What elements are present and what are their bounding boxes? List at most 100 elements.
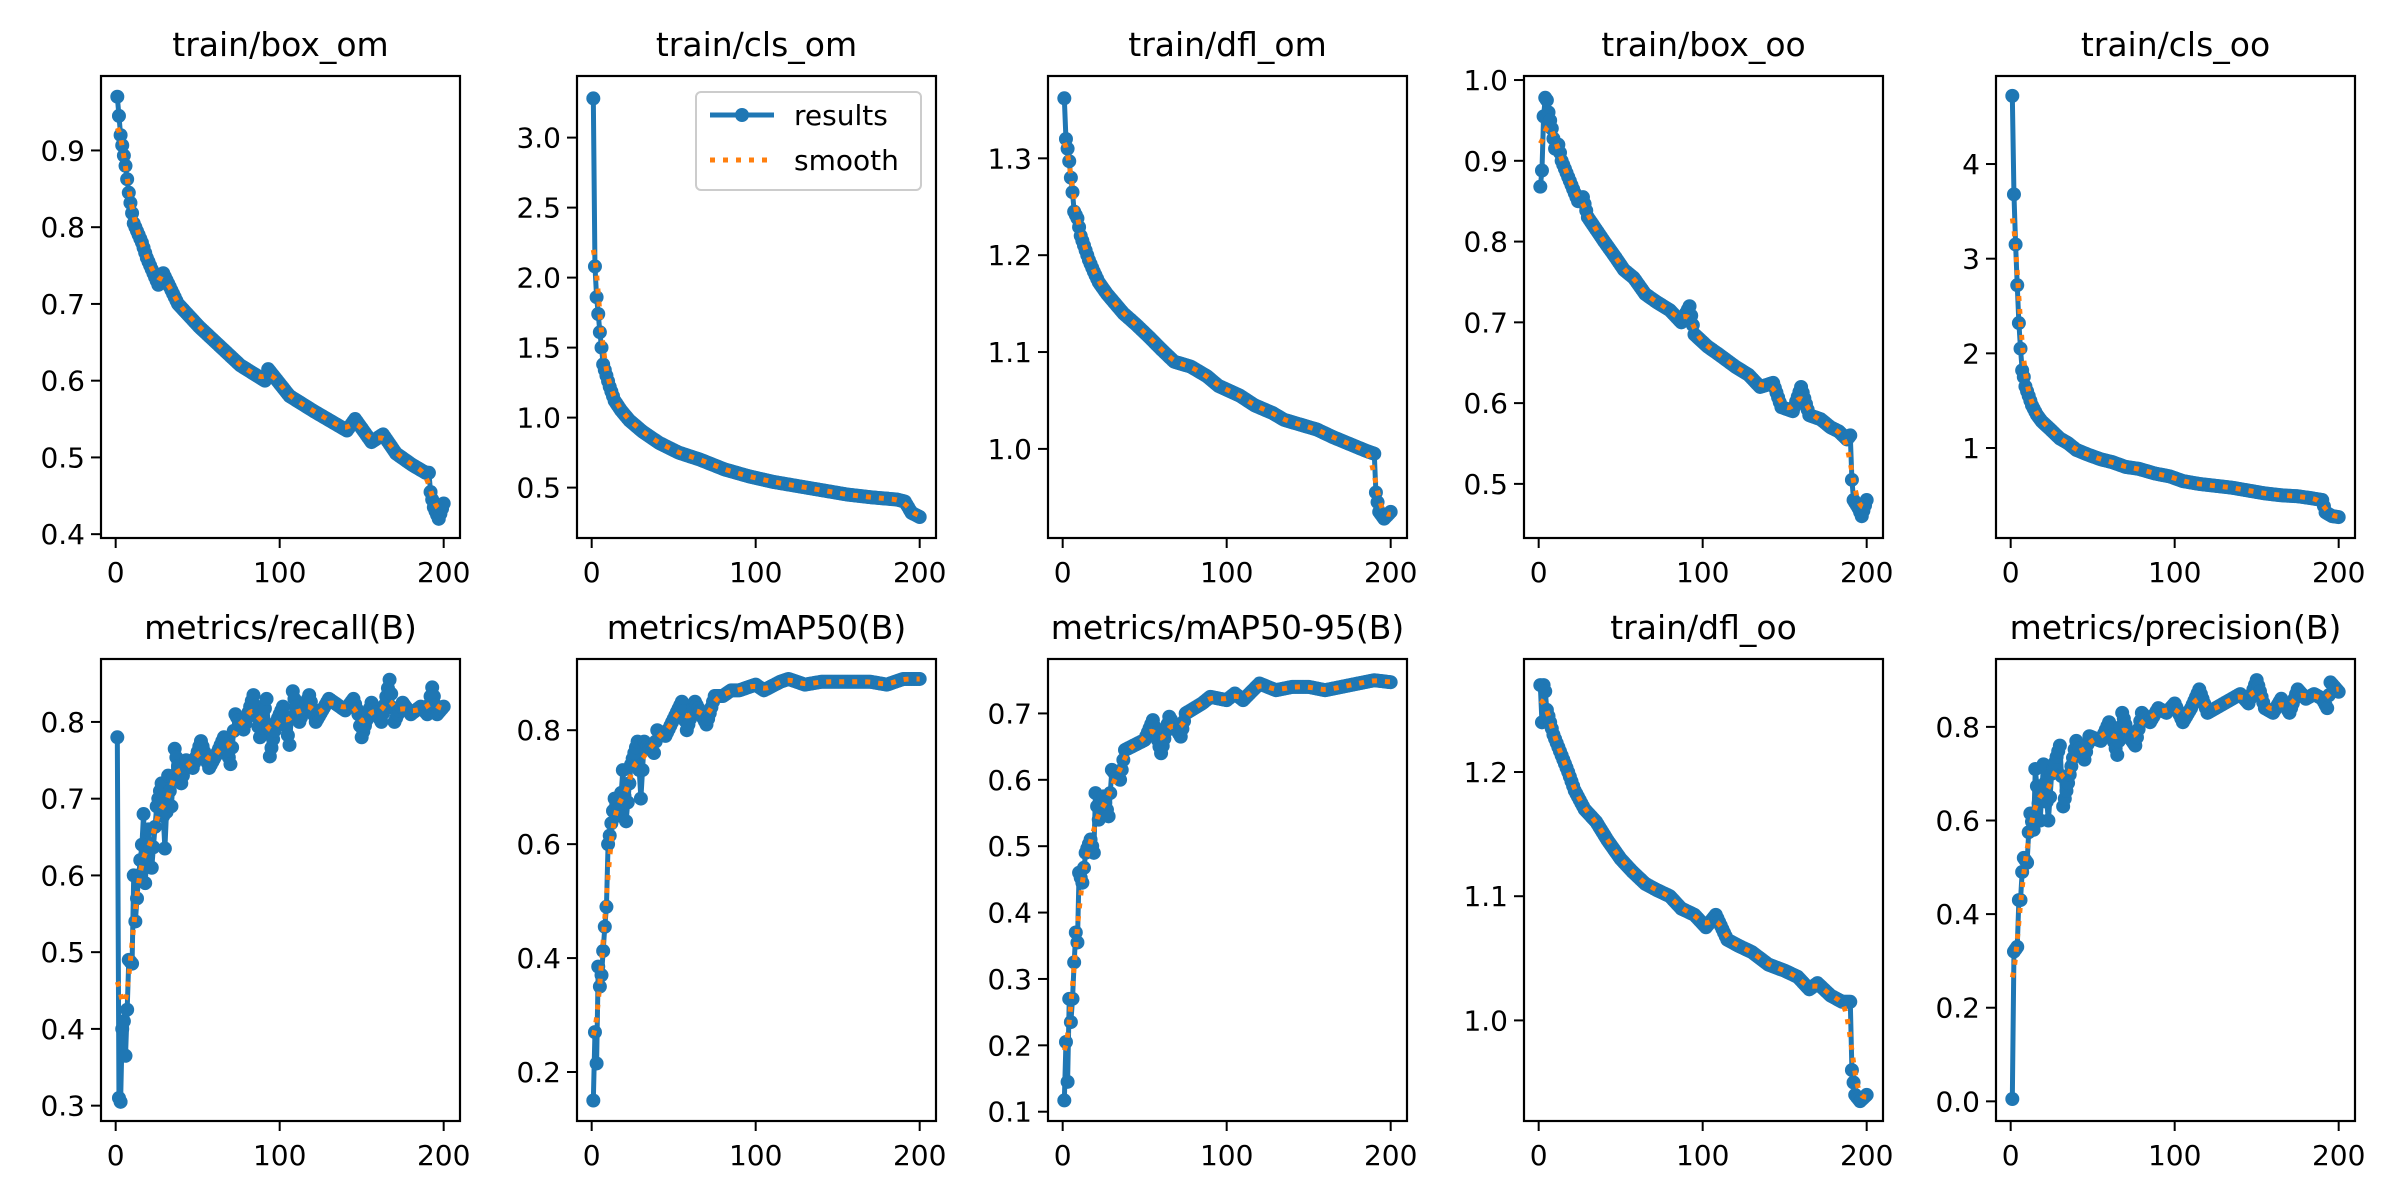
results-point <box>164 799 179 814</box>
y-tick-label: 1.0 <box>516 402 561 435</box>
x-tick-label: 200 <box>893 556 946 589</box>
y-tick-label: 0.4 <box>516 942 561 975</box>
results-point <box>635 763 650 778</box>
axes-frame <box>1522 657 1885 1123</box>
results-point <box>259 691 274 706</box>
subplot-train-cls-om: train/cls_om 0.5 1.0 1.5 2.0 2.5 3.0 0 100 200 res… <box>516 25 946 589</box>
y-tick-label: 1.5 <box>516 332 561 365</box>
x-tick-label: 200 <box>1840 1139 1893 1172</box>
x-tick-label: 100 <box>2148 556 2201 589</box>
results-point <box>421 465 436 480</box>
results-point <box>1057 91 1072 106</box>
chart-title: train/dfl_om <box>1128 25 1327 64</box>
plot-area <box>1533 678 1874 1109</box>
x-tick-label: 0 <box>1054 556 1072 589</box>
x-tick-label: 200 <box>2312 1139 2365 1172</box>
y-tick-label: 0.1 <box>987 1096 1032 1129</box>
results-point <box>116 1014 131 1029</box>
plot-area <box>110 672 451 1109</box>
results-point <box>633 791 648 806</box>
plot-area <box>1057 91 1398 526</box>
results-point <box>1843 994 1858 1009</box>
results-point <box>1859 493 1874 508</box>
legend-results-marker <box>735 108 749 122</box>
smooth-line <box>114 698 445 1008</box>
axes-frame <box>1522 74 1885 540</box>
subplot-train-dfl-oo: train/dfl_oo 1.0 1.1 1.2 0 100 200 <box>1463 608 1893 1172</box>
axes-frame <box>99 74 462 540</box>
results-point <box>110 730 125 745</box>
smooth-line <box>1061 142 1391 517</box>
axes-frame <box>575 657 938 1123</box>
y-tick-label: 0.2 <box>1935 992 1980 1025</box>
y-tick-label: 0.4 <box>40 1013 85 1046</box>
results-point <box>144 860 159 875</box>
y-tick-label: 0.5 <box>1463 468 1508 501</box>
x-tick-label: 100 <box>253 1139 306 1172</box>
subplot-metrics-precision-b-: metrics/precision(B) 0.0 0.2 0.4 0.6 0.8 0 100 2… <box>1935 608 2365 1172</box>
x-tick-label: 0 <box>583 556 601 589</box>
subplot-train-dfl-om: train/dfl_om 1.0 1.1 1.2 1.3 0 100 200 <box>987 25 1417 589</box>
legend-label-results: results <box>794 99 888 132</box>
plot-area <box>1533 90 1874 524</box>
y-tick-label: 0.6 <box>1463 387 1508 420</box>
plot-area <box>2005 673 2346 1106</box>
chart-title: metrics/recall(B) <box>144 608 417 647</box>
x-tick-label: 0 <box>1054 1139 1072 1172</box>
smooth-line <box>1061 678 1391 1052</box>
axes-frame <box>575 74 938 540</box>
legend-label-smooth: smooth <box>794 144 899 177</box>
results-point <box>1075 875 1090 890</box>
y-tick-label: 0.7 <box>40 288 85 321</box>
chart-title: metrics/mAP50(B) <box>607 608 907 647</box>
y-tick-label: 1.1 <box>1463 880 1508 913</box>
y-tick-label: 0.9 <box>1463 145 1508 178</box>
subplot-train-box-oo: train/box_oo 0.5 0.6 0.7 0.8 0.9 1.0 0 100 200 <box>1463 25 1893 589</box>
y-tick-label: 0.5 <box>40 441 85 474</box>
smooth-line <box>2009 217 2339 519</box>
subplot-metrics-map50-b-: metrics/mAP50(B) 0.2 0.4 0.6 0.8 0 100 200 <box>516 608 946 1172</box>
axes-frame <box>1994 74 2357 540</box>
chart-title: metrics/mAP50-95(B) <box>1051 608 1404 647</box>
chart-title: train/box_om <box>172 25 388 64</box>
y-tick-label: 0.8 <box>516 714 561 747</box>
y-tick-label: 0.5 <box>40 936 85 969</box>
y-tick-label: 0.6 <box>40 859 85 892</box>
results-point <box>592 979 607 994</box>
y-tick-label: 1.3 <box>987 142 1032 175</box>
x-tick-label: 100 <box>729 556 782 589</box>
y-tick-label: 0.6 <box>987 764 1032 797</box>
results-point <box>2006 187 2021 202</box>
y-tick-label: 0.6 <box>1935 804 1980 837</box>
results-point <box>110 89 125 104</box>
y-tick-label: 0.9 <box>40 134 85 167</box>
results-point <box>586 1093 601 1108</box>
y-tick-label: 0.5 <box>987 830 1032 863</box>
x-tick-label: 0 <box>1530 556 1548 589</box>
y-tick-label: 3.0 <box>516 122 561 155</box>
results-point <box>1060 1074 1075 1089</box>
x-tick-label: 200 <box>417 1139 470 1172</box>
y-tick-label: 0.0 <box>1935 1085 1980 1118</box>
y-tick-label: 1.2 <box>1463 756 1508 789</box>
results-point <box>113 1094 128 1109</box>
results-point <box>589 1056 604 1071</box>
results-point <box>2041 813 2056 828</box>
y-tick-label: 0.5 <box>516 472 561 505</box>
y-tick-label: 1.0 <box>1463 1004 1508 1037</box>
results-point <box>597 919 612 934</box>
subplot-train-box-om: train/box_om 0.4 0.5 0.6 0.7 0.8 0.9 0 100 200 <box>40 25 470 589</box>
subplot-metrics-recall-b-: metrics/recall(B) 0.3 0.4 0.5 0.6 0.7 0.8 0 100 2… <box>40 608 470 1172</box>
results-point <box>1383 675 1398 690</box>
results-point <box>382 672 397 687</box>
results-point <box>619 814 634 829</box>
x-tick-label: 0 <box>2002 556 2020 589</box>
plot-area <box>2005 88 2346 525</box>
x-tick-label: 200 <box>893 1139 946 1172</box>
results-point <box>1859 1087 1874 1102</box>
y-tick-label: 1.0 <box>987 433 1032 466</box>
results-point <box>246 688 261 703</box>
results-point <box>1539 93 1554 108</box>
results-point <box>282 737 297 752</box>
